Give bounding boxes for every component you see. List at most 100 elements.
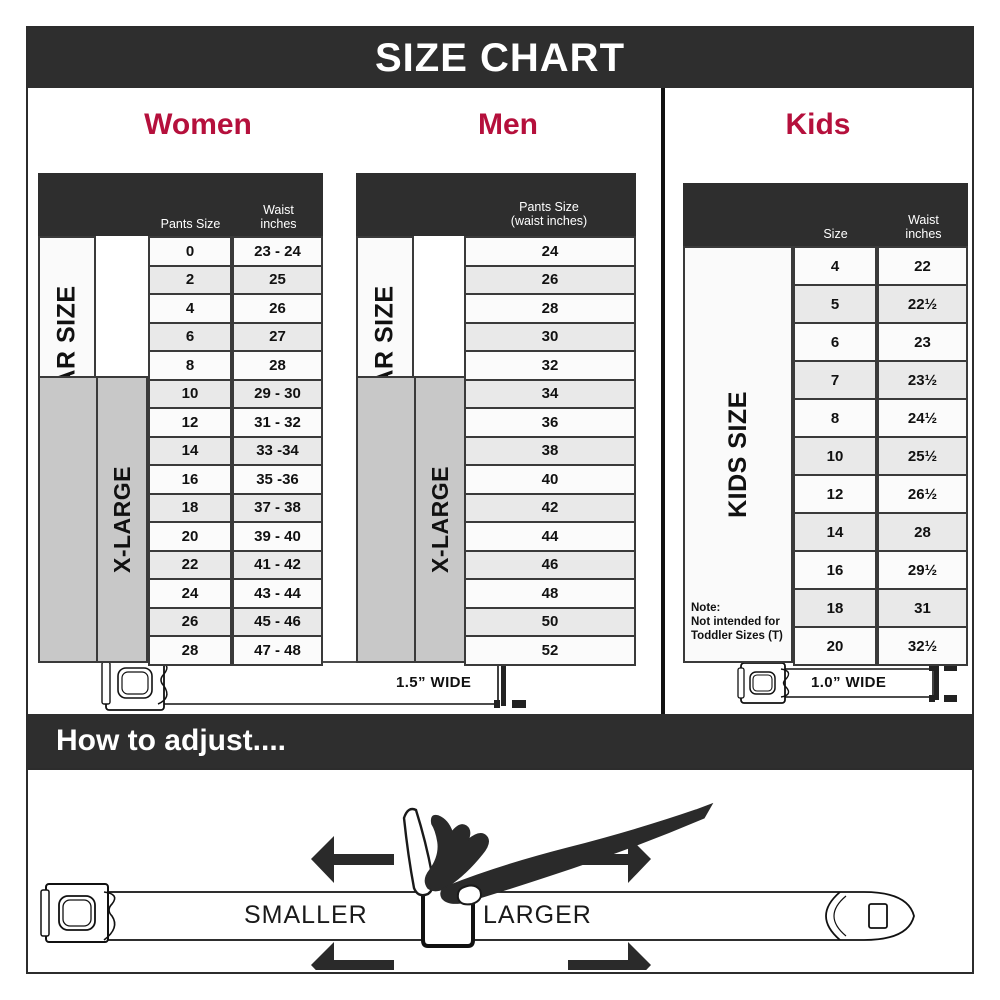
table-cell-size: 24 — [464, 236, 636, 267]
women-size-table: Pants Size Waist inches REGULAR SIZE X-L… — [38, 173, 323, 666]
table-row: 52 — [464, 635, 636, 666]
larger-arrow-bottom — [568, 942, 651, 989]
men-table-header: Pants Size (waist inches) — [356, 173, 636, 236]
women-col-header-waist-line2: inches — [260, 216, 297, 231]
table-cell-size: 2 — [148, 264, 232, 295]
table-row: 8 24½ — [793, 398, 968, 438]
table-cell-waist: 32½ — [877, 626, 968, 666]
table-cell-size: 16 — [148, 464, 232, 495]
table-row: 26 45 - 46 — [148, 606, 323, 637]
thumb — [456, 884, 482, 906]
table-row: 50 — [464, 606, 636, 637]
table-row: 16 29½ — [793, 550, 968, 590]
table-cell-waist: 26½ — [877, 474, 968, 514]
kids-size-block: KIDS SIZE — [683, 246, 793, 663]
caliper-bottom-right — [512, 700, 526, 708]
table-row: 10 25½ — [793, 436, 968, 476]
table-cell-size: 4 — [793, 246, 877, 286]
table-cell-size: 0 — [148, 236, 232, 267]
table-cell-size: 6 — [793, 322, 877, 362]
table-cell-waist: 39 - 40 — [232, 521, 323, 552]
table-cell-size: 18 — [148, 492, 232, 523]
table-row: 10 29 - 30 — [148, 378, 323, 409]
table-row: 32 — [464, 350, 636, 381]
table-row: 36 — [464, 407, 636, 438]
table-row: 20 39 - 40 — [148, 521, 323, 552]
table-cell-size: 26 — [148, 606, 232, 637]
women-xlarge-label: X-LARGE — [108, 466, 135, 573]
women-table-header: Pants Size Waist inches — [38, 173, 323, 236]
table-cell-size: 28 — [148, 635, 232, 666]
table-row: 12 31 - 32 — [148, 407, 323, 438]
table-row: 16 35 -36 — [148, 464, 323, 495]
table-row: 28 47 - 48 — [148, 635, 323, 666]
kids-note: Note: Not intended for Toddler Sizes (T) — [691, 601, 791, 643]
page-title: SIZE CHART — [375, 36, 625, 80]
kids-col-header-waist: Waist inches — [881, 213, 966, 241]
table-cell-waist: 43 - 44 — [232, 578, 323, 609]
kids-table-header: Size Waist inches — [683, 183, 968, 246]
table-cell-size: 10 — [148, 378, 232, 409]
table-cell-size: 16 — [793, 550, 877, 590]
belt-buckle-edge — [101, 661, 111, 705]
table-row: 26 — [464, 264, 636, 295]
women-xlarge-block: X-LARGE — [96, 376, 148, 663]
table-cell-waist: 23½ — [877, 360, 968, 400]
table-cell-size: 4 — [148, 293, 232, 324]
table-cell-waist: 41 - 42 — [232, 549, 323, 580]
hand-back — [440, 802, 714, 904]
how-to-adjust-title: How to adjust.... — [56, 724, 286, 757]
table-row: 24 43 - 44 — [148, 578, 323, 609]
kids-belt-strap-shoulder — [780, 668, 790, 698]
table-cell-waist: 22½ — [877, 284, 968, 324]
table-cell-size: 52 — [464, 635, 636, 666]
table-cell-size: 7 — [793, 360, 877, 400]
table-cell-waist: 45 - 46 — [232, 606, 323, 637]
men-xlarge-block: X-LARGE — [414, 376, 466, 663]
table-row: 0 23 - 24 — [148, 236, 323, 267]
kids-caliper-bottom-right — [944, 695, 957, 702]
table-row: 24 — [464, 236, 636, 267]
adjust-belt-tip-curve-inner — [833, 895, 847, 937]
table-row: 34 — [464, 378, 636, 409]
larger-label: LARGER — [483, 901, 592, 929]
kids-size-table: Size Waist inches KIDS SIZE Note: Not in… — [683, 183, 968, 666]
table-cell-waist: 31 — [877, 588, 968, 628]
caliper-bottom-left — [494, 700, 500, 708]
kids-belt-diagram: 1.0” WIDE — [733, 653, 983, 713]
table-cell-size: 10 — [793, 436, 877, 476]
adjust-diagram-svg — [40, 802, 915, 989]
men-size-table: Pants Size (waist inches) REGULAR SIZE X… — [356, 173, 636, 666]
table-row: 22 41 - 42 — [148, 549, 323, 580]
table-cell-size: 14 — [793, 512, 877, 552]
women-col-header-waist-line1: Waist — [263, 203, 294, 217]
table-cell-size: 14 — [148, 435, 232, 466]
table-cell-size: 38 — [464, 435, 636, 466]
smaller-arrow-top — [311, 836, 394, 883]
table-cell-waist: 25½ — [877, 436, 968, 476]
table-cell-waist: 31 - 32 — [232, 407, 323, 438]
table-row: 18 37 - 38 — [148, 492, 323, 523]
column-heading-men: Men — [478, 108, 538, 141]
table-cell-waist: 23 - 24 — [232, 236, 323, 267]
caliper-stem — [501, 660, 506, 706]
men-col-header-line1: Pants Size — [519, 200, 579, 214]
table-cell-size: 42 — [464, 492, 636, 523]
table-row: 28 — [464, 293, 636, 324]
table-cell-size: 44 — [464, 521, 636, 552]
table-row: 5 22½ — [793, 284, 968, 324]
belt-buckle-window-inner — [121, 671, 149, 695]
kids-belt-buckle-window-inner — [752, 674, 773, 692]
adjust-buckle-edge — [40, 889, 50, 937]
table-cell-waist: 22 — [877, 246, 968, 286]
size-columns-region: Women Men Kids Pants Size Waist inches R… — [28, 88, 972, 714]
table-row: 4 26 — [148, 293, 323, 324]
table-cell-waist: 29½ — [877, 550, 968, 590]
column-heading-kids: Kids — [785, 108, 851, 141]
table-row: 2 25 — [148, 264, 323, 295]
table-cell-size: 50 — [464, 606, 636, 637]
men-xlarge-label: X-LARGE — [426, 466, 453, 573]
kids-col-header-size: Size — [823, 226, 848, 241]
kids-belt-buckle-edge — [737, 667, 745, 699]
women-col-header-pants-size: Pants Size — [160, 216, 221, 231]
